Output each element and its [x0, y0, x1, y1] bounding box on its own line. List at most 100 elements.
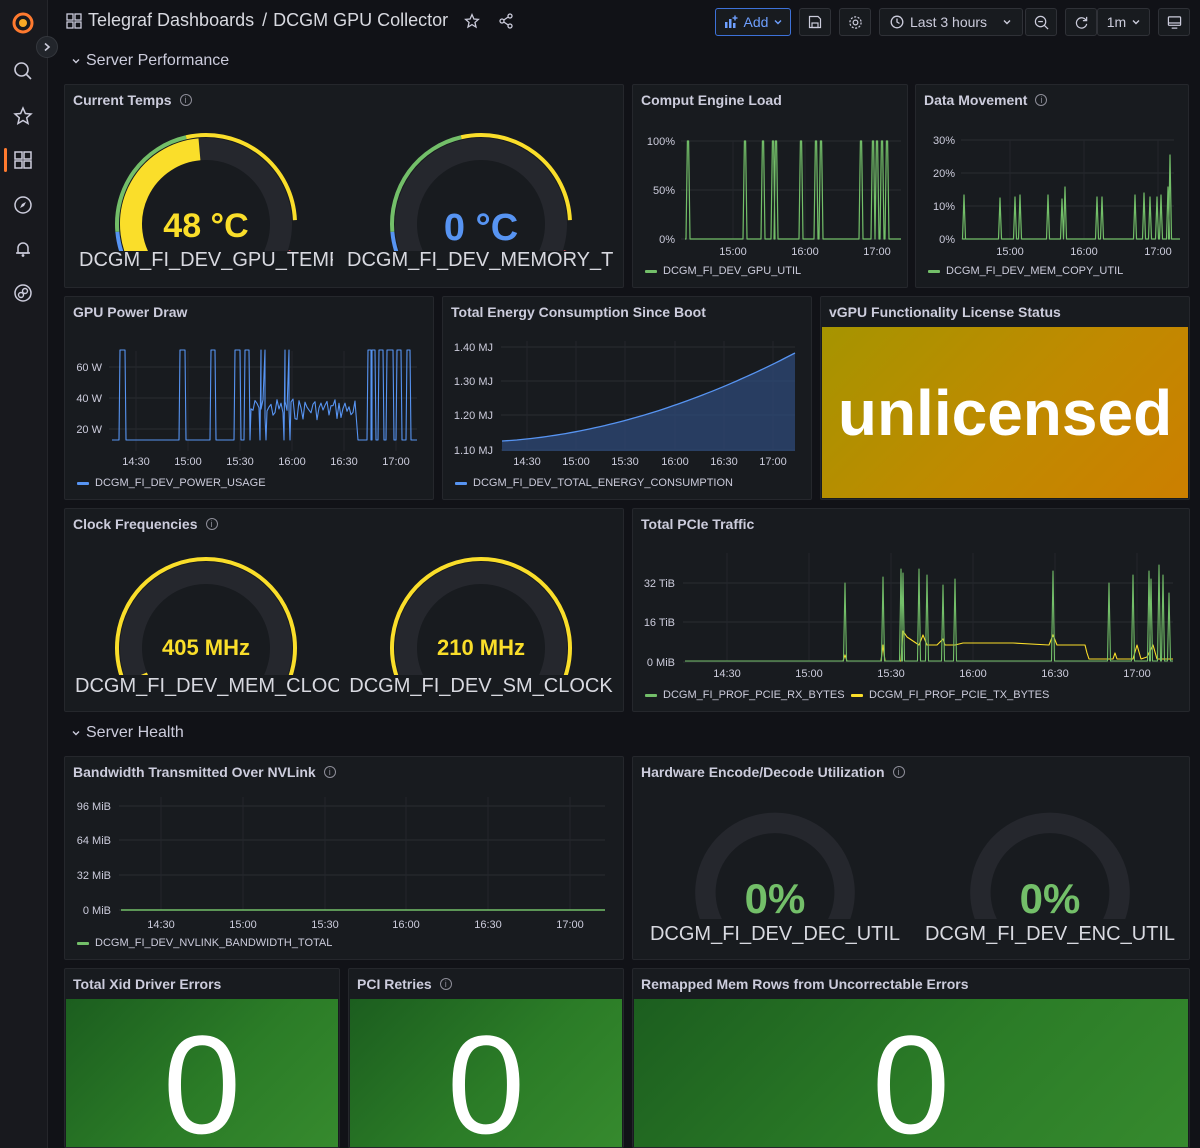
panel-vgpu-license[interactable]: vGPU Functionality License Status unlice… — [820, 296, 1190, 500]
gauge-label: DCGM_FI_DEV_ENC_UTIL — [924, 923, 1176, 945]
explore-icon[interactable] — [10, 192, 36, 218]
refresh-interval-picker[interactable]: 1m — [1097, 8, 1150, 36]
save-dashboard-button[interactable] — [799, 8, 831, 36]
legend-item[interactable]: DCGM_FI_DEV_POWER_USAGE — [77, 477, 266, 489]
y-tick-label: 100% — [647, 136, 675, 148]
legend-label: DCGM_FI_DEV_NVLINK_BANDWIDTH_TOTAL — [95, 937, 333, 949]
tv-mode-button[interactable] — [1158, 8, 1190, 36]
panel-title: Total Energy Consumption Since Boot — [451, 304, 706, 320]
x-tick-label: 16:30 — [330, 456, 358, 468]
chevron-down-icon — [1132, 20, 1140, 25]
chevron-down-icon — [774, 20, 782, 25]
x-tick-label: 15:00 — [996, 246, 1024, 258]
panel-xid-errors[interactable]: Total Xid Driver Errors 0 — [64, 968, 340, 1148]
y-tick-label: 1.10 MJ — [454, 445, 493, 457]
panel-title: Comput Engine Load — [641, 92, 782, 108]
panel-title-text: Hardware Encode/Decode Utilization — [641, 764, 885, 780]
x-tick-label: 15:30 — [611, 456, 639, 468]
panel-title: Data Movement i — [924, 92, 1048, 108]
legend-swatch — [851, 693, 863, 697]
time-picker[interactable]: Last 3 hours — [879, 8, 1023, 36]
add-button[interactable]: Add — [715, 8, 791, 36]
expand-menu-button[interactable] — [36, 36, 58, 58]
gauge-track — [120, 562, 292, 675]
y-tick-label: 50% — [653, 185, 675, 197]
stat-background — [350, 999, 622, 1147]
refresh-button[interactable] — [1065, 8, 1097, 36]
panel-compute-engine-load[interactable]: Comput Engine Load 100% 50% 0% 15:00 16:00 17… — [632, 84, 908, 288]
breadcrumb-folder[interactable]: Telegraf Dashboards — [88, 10, 255, 30]
x-tick-label: 15:00 — [229, 919, 257, 931]
sidebar — [0, 0, 48, 1148]
panel-clock-frequencies[interactable]: Clock Frequencies i 405 MHz DCGM_FI_DEV_M… — [64, 508, 624, 712]
panel-title-text: vGPU Functionality License Status — [829, 304, 1061, 320]
legend-label: DCGM_FI_DEV_MEM_COPY_UTIL — [946, 265, 1124, 277]
legend-swatch — [77, 481, 89, 485]
info-icon[interactable]: i — [323, 766, 336, 778]
panel-encode-decode[interactable]: Hardware Encode/Decode Utilization i 0% D… — [632, 756, 1190, 960]
info-icon[interactable]: i — [439, 978, 452, 990]
timeseries-power-draw: 60 W 40 W 20 W 14:30 15:00 15:30 16:00 16:30 17:… — [76, 349, 417, 468]
connections-icon[interactable] — [10, 280, 36, 306]
threshold-band — [390, 556, 572, 675]
legend-item[interactable]: DCGM_FI_DEV_GPU_UTIL — [645, 265, 801, 277]
info-icon[interactable]: i — [179, 94, 192, 106]
gauge-track — [395, 562, 567, 675]
series-area — [502, 353, 795, 451]
x-tick-label: 14:30 — [713, 668, 741, 680]
x-tick-label: 16:00 — [791, 246, 819, 258]
legend-item[interactable]: DCGM_FI_PROF_PCIE_TX_BYTES — [851, 689, 1049, 701]
panel-pcie-traffic[interactable]: Total PCIe Traffic 32 TiB 16 TiB 0 MiB 14:3… — [632, 508, 1190, 712]
panel-nvlink-bandwidth[interactable]: Bandwidth Transmitted Over NVLink i 96 Mi… — [64, 756, 624, 960]
legend-item[interactable]: DCGM_FI_DEV_MEM_COPY_UTIL — [928, 265, 1123, 277]
gauge-track — [695, 812, 855, 919]
x-tick-label: 16:30 — [474, 919, 502, 931]
star-icon[interactable] — [464, 12, 481, 29]
series-line — [112, 349, 417, 441]
monitor-icon — [1167, 15, 1181, 29]
stat-value: 0 — [163, 1006, 241, 1148]
legend-swatch — [77, 941, 89, 945]
row-server-health[interactable]: Server Health — [72, 724, 184, 742]
zoom-out-button[interactable] — [1025, 8, 1057, 36]
threshold-band — [185, 133, 297, 221]
x-tick-label: 15:30 — [311, 919, 339, 931]
save-icon — [808, 15, 822, 29]
dashboards-icon[interactable] — [10, 147, 36, 173]
x-tick-label: 16:30 — [710, 456, 738, 468]
gear-icon — [848, 15, 862, 29]
panel-gpu-power-draw[interactable]: GPU Power Draw 60 W 40 W 20 W 14:30 15:00 15:… — [64, 296, 434, 500]
timeseries-energy: 1.40 MJ 1.30 MJ 1.20 MJ 1.10 MJ 14:30 15:00 15… — [454, 341, 796, 468]
panel-title-text: Clock Frequencies — [73, 516, 198, 532]
panel-total-energy[interactable]: Total Energy Consumption Since Boot 1.40… — [442, 296, 812, 500]
row-server-performance[interactable]: Server Performance — [72, 52, 229, 70]
grafana-logo-icon[interactable] — [10, 10, 36, 36]
stat-background — [822, 327, 1188, 498]
panel-pci-retries[interactable]: PCI Retries i 0 — [348, 968, 624, 1148]
panel-title: vGPU Functionality License Status — [829, 304, 1061, 320]
series-line — [685, 140, 901, 240]
gauge-mem-clock — [115, 556, 297, 675]
panel-title: Current Temps i — [73, 92, 192, 108]
star-icon[interactable] — [10, 103, 36, 129]
stat-background — [634, 999, 1188, 1147]
share-icon[interactable] — [498, 12, 514, 29]
legend-item[interactable]: DCGM_FI_DEV_TOTAL_ENERGY_CONSUMPTION — [455, 477, 733, 489]
chevron-right-icon — [44, 42, 51, 52]
info-icon[interactable]: i — [1035, 94, 1048, 106]
settings-button[interactable] — [839, 8, 871, 36]
info-icon[interactable]: i — [205, 518, 218, 530]
x-tick-label: 15:30 — [877, 668, 905, 680]
threshold-band — [390, 135, 462, 232]
alert-bell-icon[interactable] — [10, 236, 36, 262]
x-tick-label: 14:30 — [147, 919, 175, 931]
info-icon[interactable]: i — [892, 766, 905, 778]
panel-title-text: GPU Power Draw — [73, 304, 188, 320]
search-icon[interactable] — [10, 58, 36, 84]
panel-remapped-mem-rows[interactable]: Remapped Mem Rows from Uncorrectable Err… — [632, 968, 1190, 1148]
legend-item[interactable]: DCGM_FI_PROF_PCIE_RX_BYTES — [645, 689, 845, 701]
legend-item[interactable]: DCGM_FI_DEV_NVLINK_BANDWIDTH_TOTAL — [77, 937, 332, 949]
x-tick-label: 16:00 — [661, 456, 689, 468]
panel-current-temps[interactable]: Current Temps i 48 °C DCGM_FI_DEV_GPU_TEM… — [64, 84, 624, 288]
panel-data-movement[interactable]: Data Movement i 30% 20% 10% 0% 15:00 16:00 17:0… — [915, 84, 1189, 288]
